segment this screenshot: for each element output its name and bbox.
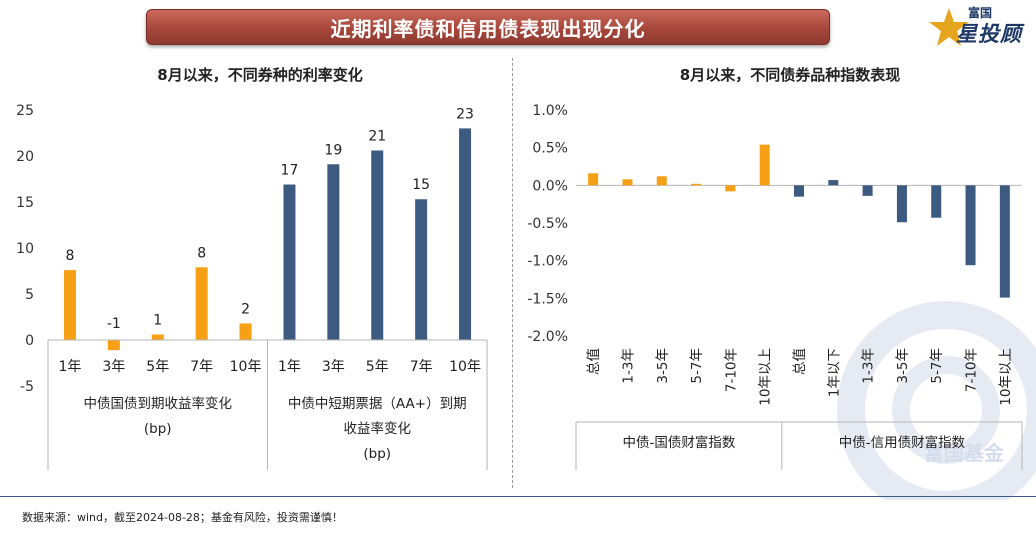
bar: [965, 185, 976, 266]
right-index-performance-chart: 1.0% 0.5% 0.0% -0.5% -1.0% -1.5% -2.0% 总值 1-3年 3-…: [527, 103, 1023, 470]
bar: [327, 164, 340, 340]
y-tick-label: -5: [20, 379, 34, 395]
bar: [725, 185, 736, 192]
x-tick-label: 7年: [190, 359, 213, 375]
watermark-emblem: 富国基金: [837, 301, 1036, 500]
star-icon: [929, 8, 969, 46]
y-tick-label: 1.0%: [532, 103, 568, 119]
x-tick-label: 7-10年: [964, 348, 980, 392]
x-tick-label: 3-5年: [655, 348, 671, 384]
right-chart-title: 8月以来，不同债券品种指数表现: [679, 66, 901, 84]
x-tick-label: 3-5年: [895, 348, 911, 384]
x-tick-label: 3年: [102, 359, 125, 375]
watermark-text: 富国基金: [924, 441, 1005, 465]
x-tick-label: 1年: [58, 359, 81, 375]
data-label: 21: [368, 128, 386, 144]
group-label: 中债中短期票据（AA+）到期: [288, 396, 467, 412]
bar: [828, 180, 839, 186]
x-tick-label: 1-3年: [861, 348, 877, 384]
x-tick-label: 总值: [792, 348, 808, 375]
bar: [371, 150, 384, 340]
data-label: 15: [412, 177, 430, 193]
logo-main-text: 星投顾: [956, 22, 1022, 46]
group-label: (bp): [363, 446, 391, 462]
bar: [862, 185, 873, 196]
y-tick-label: 0.5%: [532, 141, 568, 157]
x-tick-label: 1-3年: [620, 348, 636, 384]
y-tick-label: 0.0%: [532, 178, 568, 194]
x-tick-label: 5-7年: [929, 348, 945, 384]
y-tick-label: -0.5%: [527, 216, 568, 232]
x-tick-label: 总值: [586, 348, 602, 375]
x-tick-label: 10年: [230, 359, 262, 375]
data-label: 2: [241, 301, 250, 317]
x-tick-label: 10年: [449, 359, 481, 375]
bar: [931, 185, 942, 218]
brand-logo: 富国 星投顾: [928, 2, 1034, 52]
x-tick-label: 1年: [278, 359, 301, 375]
y-tick-label: 25: [16, 103, 34, 119]
y-tick-label: 0: [25, 333, 34, 349]
bar: [415, 199, 428, 340]
group-label: 收益率变化: [344, 420, 412, 437]
x-tick-label: 10年以上: [998, 348, 1014, 406]
x-tick-label: 7-10年: [723, 348, 739, 392]
bar: [759, 144, 770, 186]
data-label: 1: [153, 312, 162, 328]
bar: [107, 340, 120, 351]
bar: [283, 184, 296, 340]
data-label: 8: [65, 248, 74, 264]
group-label: 中债国债到期收益率变化: [84, 395, 233, 412]
logo-top-text: 富国: [968, 6, 993, 20]
group-label: (bp): [144, 421, 172, 437]
left-chart-title: 8月以来，不同券种的利率变化: [157, 66, 363, 84]
x-tick-label: 7年: [410, 359, 433, 375]
x-tick-label: 5-7年: [689, 348, 705, 384]
bar: [459, 128, 472, 340]
y-tick-label: 10: [16, 241, 34, 257]
banner-title: 近期利率债和信用债表现出现分化: [330, 16, 646, 41]
bar: [656, 176, 667, 186]
bar: [691, 183, 702, 186]
left-rate-change-chart: -5 0 5 10 15 20 25 8 1年 -1 3年 1 5年 8 7年 2 10年 17 1年 19 3年 21 5…: [16, 103, 488, 470]
bar: [588, 173, 599, 186]
x-tick-label: 3年: [322, 359, 345, 375]
group-label: 中债-信用债财富指数: [839, 434, 966, 451]
data-label: -1: [107, 316, 121, 332]
bar: [151, 334, 164, 340]
title-banner: 近期利率债和信用债表现出现分化: [146, 9, 830, 45]
bar: [63, 270, 76, 340]
x-tick-label: 1年以下: [826, 348, 842, 397]
y-tick-label: 20: [16, 149, 34, 165]
bar: [999, 185, 1010, 298]
bar: [896, 185, 907, 223]
y-tick-label: 5: [25, 287, 34, 303]
x-tick-label: 10年以上: [758, 348, 774, 406]
data-label: 19: [324, 142, 342, 158]
x-tick-label: 5年: [146, 359, 169, 375]
data-label: 17: [281, 163, 299, 179]
y-tick-label: -1.0%: [527, 254, 568, 270]
x-tick-label: 5年: [366, 359, 389, 375]
footer-divider: [0, 496, 1036, 497]
y-tick-label: -2.0%: [527, 329, 568, 345]
group-label: 中债-国债财富指数: [622, 434, 735, 451]
y-tick-label: 15: [16, 195, 34, 211]
bar: [195, 267, 208, 340]
data-label: 23: [456, 106, 474, 122]
panel-divider: [512, 58, 513, 488]
bar: [239, 323, 252, 340]
y-tick-label: -1.5%: [527, 291, 568, 307]
source-note: 数据来源：wind，截至2024-08-28；基金有风险，投资需谨慎！: [22, 511, 343, 524]
bar: [622, 179, 633, 186]
data-label: 8: [197, 245, 206, 261]
bar: [794, 185, 804, 197]
